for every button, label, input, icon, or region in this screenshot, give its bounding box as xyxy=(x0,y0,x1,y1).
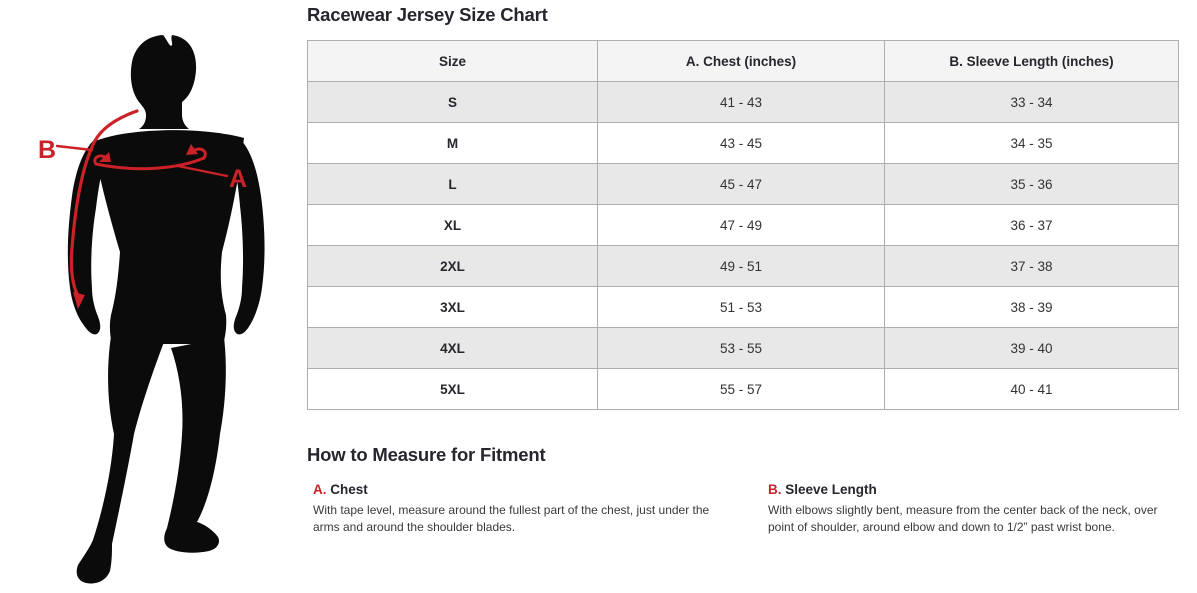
sleeve-measure-line xyxy=(69,109,139,300)
measure-item-sleeve: B. Sleeve Length With elbows slightly be… xyxy=(762,482,1178,536)
column-header-size: Size xyxy=(307,40,598,82)
table-row: XL 47 - 49 36 - 37 xyxy=(307,204,1179,246)
size-cell: M xyxy=(307,122,598,164)
table-row: 3XL 51 - 53 38 - 39 xyxy=(307,286,1179,328)
page-title: Racewear Jersey Size Chart xyxy=(307,4,548,25)
male-silhouette-figure: B A xyxy=(38,35,265,584)
measure-description-chest: With tape level, measure around the full… xyxy=(313,503,710,534)
size-cell: 5XL xyxy=(307,368,598,410)
table-row: 2XL 49 - 51 37 - 38 xyxy=(307,245,1179,287)
value-cell: 38 - 39 xyxy=(884,286,1179,328)
size-cell: XL xyxy=(307,204,598,246)
column-header-chest: A. Chest (inches) xyxy=(597,40,885,82)
table-row: L 45 - 47 35 - 36 xyxy=(307,163,1179,205)
value-cell: 40 - 41 xyxy=(884,368,1179,410)
measure-item-chest-heading: A. Chest xyxy=(313,482,728,498)
value-cell: 45 - 47 xyxy=(597,163,885,205)
sleeve-arrowhead-icon xyxy=(73,292,85,309)
value-cell: 36 - 37 xyxy=(884,204,1179,246)
value-cell: 49 - 51 xyxy=(597,245,885,287)
table-row: S 41 - 43 33 - 34 xyxy=(307,81,1179,123)
size-cell: 2XL xyxy=(307,245,598,287)
chest-arrowhead-left-icon xyxy=(99,152,111,162)
value-cell: 39 - 40 xyxy=(884,327,1179,369)
size-cell: S xyxy=(307,81,598,123)
value-cell: 43 - 45 xyxy=(597,122,885,164)
value-cell: 33 - 34 xyxy=(884,81,1179,123)
size-cell: 4XL xyxy=(307,327,598,369)
how-to-measure-title: How to Measure for Fitment xyxy=(307,444,546,465)
table-row: 4XL 53 - 55 39 - 40 xyxy=(307,327,1179,369)
measure-letter-b: B. xyxy=(768,482,782,497)
size-cell: L xyxy=(307,163,598,205)
measure-letter-a: A. xyxy=(313,482,327,497)
value-cell: 51 - 53 xyxy=(597,286,885,328)
content-area: Racewear Jersey Size Chart Size A. Chest… xyxy=(307,0,1179,536)
figure-label-a: A xyxy=(229,165,247,193)
value-cell: 47 - 49 xyxy=(597,204,885,246)
chest-arrowhead-right-icon xyxy=(186,144,198,155)
value-cell: 35 - 36 xyxy=(884,163,1179,205)
value-cell: 53 - 55 xyxy=(597,327,885,369)
male-silhouette xyxy=(67,35,265,584)
measure-name-sleeve: Sleeve Length xyxy=(785,482,877,497)
column-header-sleeve: B. Sleeve Length (inches) xyxy=(884,40,1179,82)
how-to-measure-section: How to Measure for Fitment A. Chest With… xyxy=(307,444,1178,536)
measure-name-chest: Chest xyxy=(330,482,368,497)
value-cell: 37 - 38 xyxy=(884,245,1179,287)
size-table-body: S 41 - 43 33 - 34 M 43 - 45 34 - 35 L 45 - 47 35… xyxy=(307,81,1179,410)
value-cell: 34 - 35 xyxy=(884,122,1179,164)
chest-measure-line xyxy=(55,144,229,178)
size-chart-table: Size A. Chest (inches) B. Sleeve Length … xyxy=(307,40,1179,410)
table-header-row: Size A. Chest (inches) B. Sleeve Length … xyxy=(307,40,1179,82)
table-row: 5XL 55 - 57 40 - 41 xyxy=(307,368,1179,410)
measurement-figure: B A xyxy=(0,0,300,593)
size-cell: 3XL xyxy=(307,286,598,328)
value-cell: 41 - 43 xyxy=(597,81,885,123)
measure-item-chest: A. Chest With tape level, measure around… xyxy=(307,482,762,536)
figure-label-b: B xyxy=(38,136,56,164)
value-cell: 55 - 57 xyxy=(597,368,885,410)
measure-description-sleeve: With elbows slightly bent, measure from … xyxy=(768,503,1158,534)
table-row: M 43 - 45 34 - 35 xyxy=(307,122,1179,164)
measure-item-sleeve-heading: B. Sleeve Length xyxy=(768,482,1178,498)
